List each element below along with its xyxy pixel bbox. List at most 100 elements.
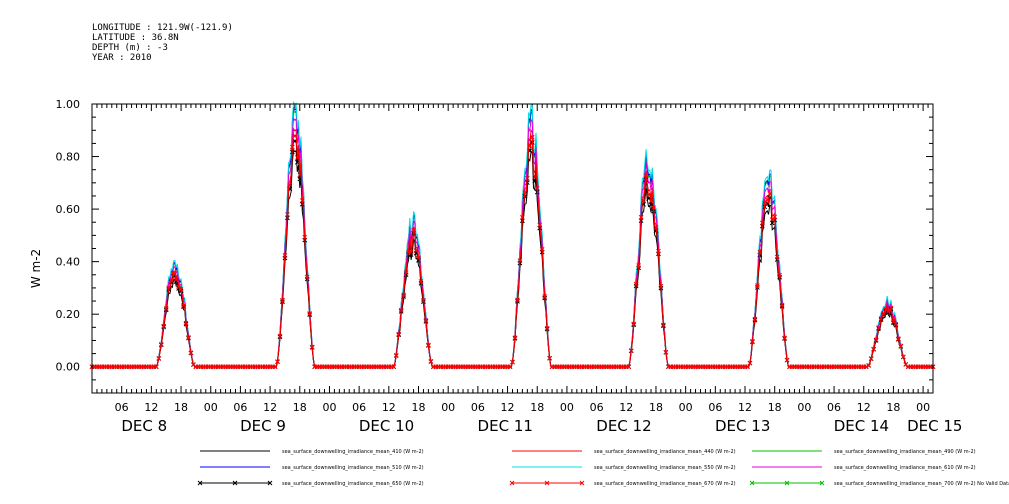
series-line-4	[92, 100, 933, 368]
series-marker-7	[171, 271, 176, 276]
series-marker-7	[532, 174, 538, 180]
series-marker-7	[181, 303, 186, 308]
series-marker-7	[391, 364, 397, 370]
series-marker-7	[307, 311, 313, 316]
series-marker-7	[777, 272, 782, 278]
x-tick-label: 06	[590, 401, 604, 414]
x-tick-label: 18	[174, 401, 188, 414]
series-marker-7	[745, 364, 750, 370]
x-tick-label: 00	[797, 401, 811, 414]
x-tick-label: 12	[501, 401, 515, 414]
y-tick-label: 0.80	[56, 151, 81, 164]
series-marker-6	[299, 201, 305, 207]
x-tick-label: 00	[322, 401, 336, 414]
series-marker-7	[893, 321, 899, 327]
series-marker-7	[547, 355, 552, 361]
series-marker-7	[393, 352, 399, 358]
series-marker-7	[626, 364, 632, 370]
series-marker-7	[641, 198, 646, 204]
series-line-2	[92, 108, 933, 368]
series-marker-7	[507, 364, 513, 370]
series-marker-7	[755, 283, 760, 288]
legend-label: sea_surface_downwelling_irradiance_mean_…	[834, 481, 1009, 487]
x-tick-label: 12	[144, 401, 158, 414]
x-tick-label: 12	[619, 401, 633, 414]
series-marker-7	[636, 263, 642, 268]
series-marker-7	[178, 287, 184, 292]
series-marker-7	[638, 214, 644, 220]
series-line-7	[92, 132, 933, 368]
x-tick-label: 06	[471, 401, 485, 414]
series-marker-7	[876, 325, 881, 330]
series-layer	[89, 100, 936, 370]
plot-frame	[91, 103, 934, 394]
series-marker-7	[757, 249, 763, 255]
series-marker-7	[873, 337, 879, 343]
y-tick-label: 1.00	[56, 98, 81, 111]
series-marker-7	[156, 355, 162, 361]
series-marker-7	[534, 185, 540, 191]
legend-label: sea_surface_downwelling_irradiance_mean_…	[594, 449, 736, 455]
legend-marker	[819, 480, 825, 486]
x-tick-label: 12	[263, 401, 277, 414]
series-marker-7	[784, 357, 790, 363]
series-marker-7	[166, 285, 172, 291]
legend: sea_surface_downwelling_irradiance_mean_…	[197, 449, 1009, 487]
series-marker-7	[631, 321, 637, 327]
series-marker-7	[764, 197, 770, 202]
x-tick-label: 06	[352, 401, 366, 414]
series-marker-7	[750, 338, 755, 344]
series-marker-7	[426, 342, 431, 348]
longitude-text: LONGITUDE : 121.9W(-121.9)	[92, 23, 233, 33]
series-marker-7	[524, 175, 530, 181]
legend-marker	[784, 480, 790, 486]
series-marker-7	[747, 360, 753, 366]
series-marker-7	[416, 255, 421, 261]
legend-label: sea_surface_downwelling_irradiance_mean_…	[282, 449, 424, 455]
series-marker-7	[510, 359, 515, 365]
legend-marker	[197, 480, 203, 486]
series-marker-7	[294, 155, 300, 160]
x-tick-label: 18	[530, 401, 544, 414]
legend-marker	[544, 480, 550, 486]
series-line-5	[92, 116, 933, 368]
series-marker-7	[299, 198, 305, 203]
x-tick-label: 06	[115, 401, 129, 414]
series-marker-7	[428, 359, 434, 364]
x-tick-label: 00	[916, 401, 930, 414]
series-marker-7	[168, 278, 174, 283]
x-tick-label: 12	[382, 401, 396, 414]
series-marker-7	[881, 311, 886, 317]
series-marker-7	[275, 359, 280, 364]
series-line-1	[92, 127, 933, 368]
series-marker-7	[653, 225, 659, 230]
series-marker-7	[878, 316, 884, 321]
series-marker-7	[285, 212, 290, 217]
series-marker-7	[782, 335, 787, 341]
series-marker-7	[277, 333, 283, 339]
series-marker-7	[896, 336, 901, 342]
x-tick-label: 06	[827, 401, 841, 414]
series-marker-7	[517, 258, 523, 263]
series-marker-7	[779, 302, 785, 308]
series-marker-7	[886, 309, 891, 314]
x-tick-label: 18	[768, 401, 782, 414]
x-tick-label: 00	[204, 401, 218, 414]
depth-text: DEPTH (m) : -3	[92, 43, 168, 53]
y-tick-label: 0.40	[56, 256, 81, 269]
series-marker-7	[302, 234, 308, 240]
series-marker-7	[544, 325, 550, 331]
x-tick-label: 18	[412, 401, 426, 414]
series-marker-7	[408, 249, 414, 255]
series-marker-7	[663, 349, 669, 355]
series-marker-7	[188, 350, 194, 356]
day-label: DEC 10	[359, 417, 414, 435]
series-marker-7	[522, 190, 528, 195]
series-marker-7	[772, 214, 778, 220]
series-marker-7	[542, 294, 548, 299]
series-marker-7	[661, 322, 666, 328]
series-marker-7	[173, 277, 179, 283]
series-marker-7	[423, 318, 429, 323]
y-tick-label: 0.20	[56, 308, 81, 321]
series-marker-7	[762, 200, 768, 206]
